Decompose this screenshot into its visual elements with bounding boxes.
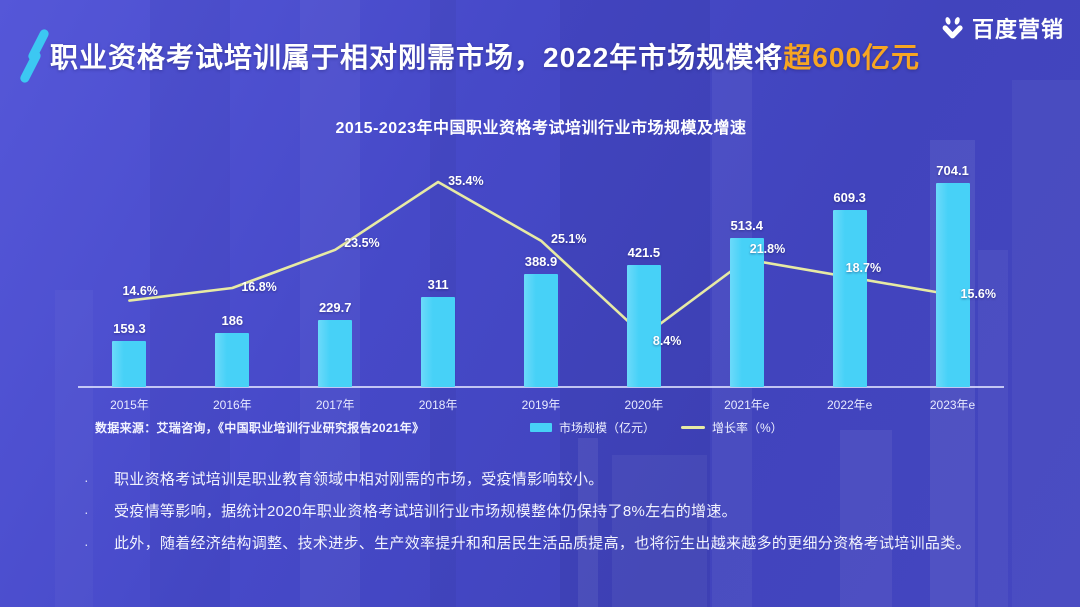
growth-rate-label: 8.4% (652, 333, 682, 348)
note-item: · 受疫情等影响，据统计2020年职业资格考试培训行业市场规模整体仍保持了8%左右… (84, 496, 1034, 528)
bar-value-label: 311 (427, 276, 449, 292)
baidu-paw-icon (942, 16, 963, 38)
brand-name: 百度营销 (971, 17, 1064, 42)
bar-value-label: 186 (221, 313, 244, 329)
growth-rate-label: 25.1% (551, 231, 587, 246)
growth-rate-label: 23.5% (344, 235, 380, 250)
x-axis-tick-label: 2021年e (724, 398, 770, 412)
market-size-bar (524, 274, 558, 387)
growth-rate-label: 35.4% (448, 174, 484, 188)
note-item: · 此外，随着经济结构调整、技术进步、生产效率提升和和居民生活品质提高，也将衍生出… (84, 528, 1034, 560)
bar-value-label: 388.9 (524, 254, 558, 270)
bar-value-label: 159.3 (113, 320, 146, 336)
x-axis-tick-label: 2020年 (624, 398, 664, 412)
market-size-bar (112, 340, 147, 387)
market-size-bar (421, 296, 456, 387)
x-axis-tick-label: 2017年 (315, 398, 355, 412)
bar-swatch-icon (530, 423, 552, 432)
bar-value-label: 704.1 (936, 162, 969, 178)
note-item: · 职业资格考试培训是职业教育领域中相对刚需的市场，受疫情影响较小。 (84, 464, 1034, 496)
legend-label: 增长率（%） (712, 421, 783, 435)
page-title-text: 职业资格考试培训属于相对刚需市场，2022年市场规模将 (50, 42, 784, 73)
bar-value-label: 229.7 (318, 300, 352, 316)
slash-mark (18, 49, 43, 85)
market-size-bar (832, 210, 867, 387)
growth-rate-line (128, 180, 954, 338)
legend-item-market-size: 市场规模（亿元） (530, 419, 655, 436)
line-swatch-icon (681, 426, 706, 429)
bar-value-label: 421.5 (627, 244, 661, 260)
market-size-bar (729, 238, 764, 387)
x-axis-tick-label: 2018年 (418, 398, 458, 412)
bar-value-label: 609.3 (833, 190, 866, 206)
x-axis-tick-label: 2022年e (826, 398, 873, 412)
growth-rate-label: 21.8% (749, 241, 786, 256)
x-axis-tick-label: 2023年e (929, 398, 976, 412)
notes-list: · 职业资格考试培训是职业教育领域中相对刚需的市场，受疫情影响较小。 · 受疫情等影… (84, 464, 1034, 560)
bullet-icon: · (84, 536, 89, 552)
note-text: 受疫情等影响，据统计2020年职业资格考试培训行业市场规模整体仍保持了8%左右的… (114, 503, 737, 520)
chart-legend: 市场规模（亿元） 增长率（%） (530, 419, 783, 436)
legend-item-growth-rate: 增长率（%） (681, 419, 783, 436)
note-text: 职业资格考试培训是职业教育领域中相对刚需的市场，受疫情影响较小。 (114, 471, 604, 488)
bullet-icon: · (84, 472, 89, 488)
x-axis-tick-label: 2015年 (110, 398, 149, 412)
bullet-icon: · (84, 504, 89, 520)
note-text: 此外，随着经济结构调整、技术进步、生产效率提升和和居民生活品质提高，也将衍生出越… (114, 535, 971, 552)
x-axis-tick-label: 2019年 (521, 398, 561, 412)
growth-rate-label: 18.7% (845, 261, 882, 276)
market-size-bar (215, 333, 250, 387)
market-size-bar (935, 182, 970, 387)
chart-title: 2015-2023年中国职业资格考试培训行业市场规模及增速 (335, 120, 747, 137)
data-source: 数据来源：艾瑞咨询，《中国职业培训行业研究报告2021年》 (95, 421, 425, 435)
growth-rate-label: 15.6% (960, 286, 996, 301)
chart-plot: 159.3 2015年 186 2016年 229.7 2017年 311 2018年 388.… (78, 150, 1004, 420)
growth-rate-label: 16.8% (241, 280, 277, 295)
x-axis-tick-label: 2016年 (212, 398, 252, 412)
market-size-bar (318, 320, 353, 387)
page-title-highlight: 超600亿元 (783, 42, 921, 73)
brand-logo: 百度营销 (939, 12, 1064, 44)
legend-label: 市场规模（亿元） (559, 421, 656, 435)
source-row: 数据来源：艾瑞咨询，《中国职业培训行业研究报告2021年》 (95, 419, 1005, 436)
market-size-bar (626, 264, 661, 387)
growth-rate-label: 14.6% (122, 283, 158, 298)
page-title: 职业资格考试培训属于相对刚需市场，2022年市场规模将超600亿元 (50, 36, 950, 76)
bar-value-label: 513.4 (730, 218, 764, 234)
